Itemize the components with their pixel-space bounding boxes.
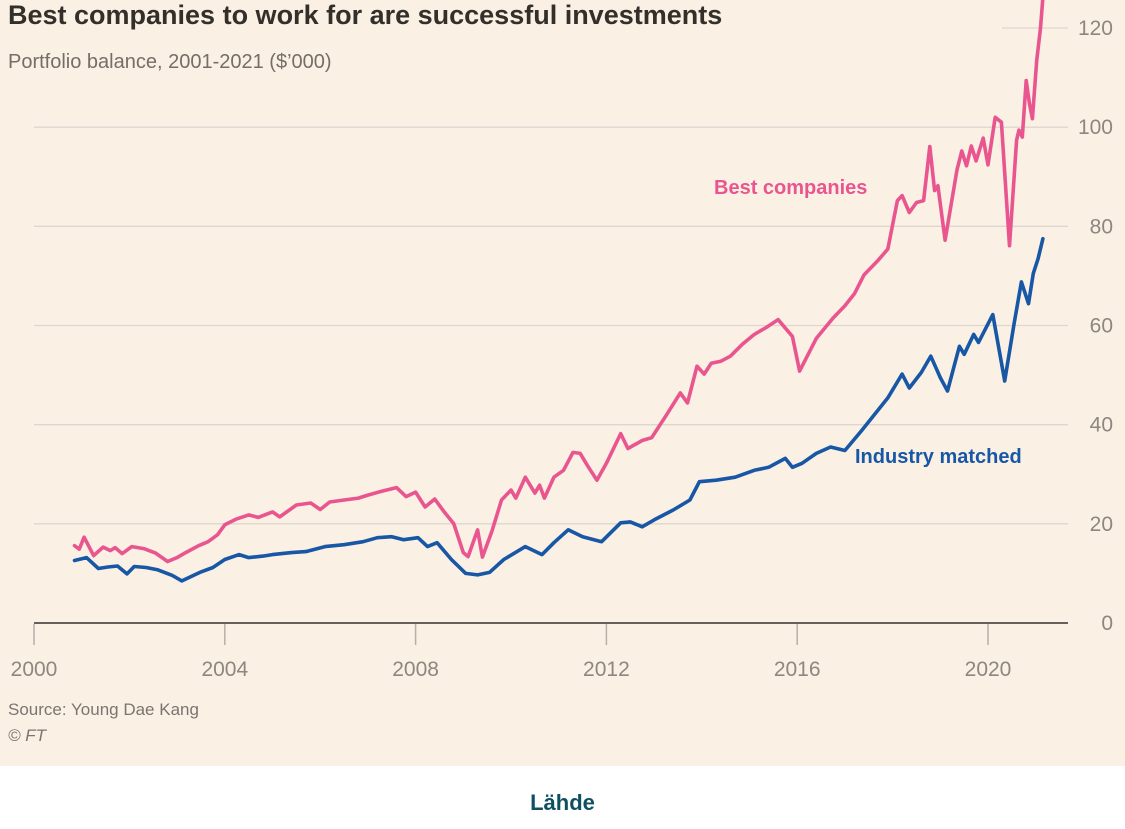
y-axis-label: 0: [1101, 612, 1113, 635]
series-label-best-companies: Best companies: [714, 177, 868, 199]
x-axis-label: 2012: [583, 658, 630, 681]
chart-title: Best companies to work for are successfu…: [8, 0, 723, 30]
series-label-industry-matched: Industry matched: [855, 446, 1022, 468]
line-chart-plot: 0 20 40 60 80 100 120 2000 2004 2008 2012 2016 2020: [11, 0, 1113, 681]
ft-credit: © FT: [8, 726, 47, 745]
y-axis-label: 120: [1078, 17, 1113, 40]
x-axis-label: 2020: [965, 658, 1012, 681]
footer: Lähde: [0, 766, 1125, 829]
series-line-industry-matched: [72, 236, 1045, 583]
series-line-best-companies: [72, 0, 1045, 564]
x-axis-label: 2004: [201, 658, 248, 681]
y-axis-label: 80: [1090, 215, 1113, 238]
y-axis-label: 20: [1090, 513, 1113, 536]
y-axis-label: 60: [1090, 315, 1113, 338]
x-axis-label: 2016: [774, 658, 821, 681]
footer-caption: Lähde: [530, 790, 595, 815]
x-axis-label: 2008: [392, 658, 439, 681]
chart-subtitle: Portfolio balance, 2001-2021 ($’000): [8, 51, 332, 73]
y-axis-label: 100: [1078, 116, 1113, 139]
y-axis-label: 40: [1090, 414, 1113, 437]
chart-area: 0 20 40 60 80 100 120 2000 2004 2008 2012 2016 2020 …: [0, 0, 1125, 766]
x-axis-label: 2000: [11, 658, 58, 681]
source-text: Source: Young Dae Kang: [8, 700, 199, 719]
